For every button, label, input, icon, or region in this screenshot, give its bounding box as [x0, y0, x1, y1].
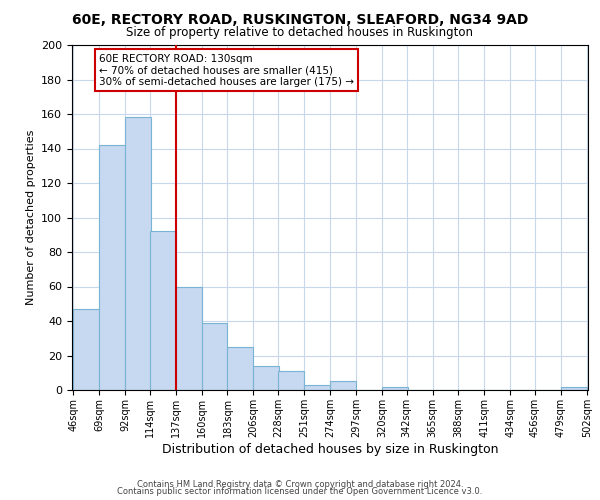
- Bar: [382, 386, 408, 390]
- Bar: [150, 232, 176, 390]
- Bar: [176, 286, 202, 390]
- Bar: [561, 386, 587, 390]
- Bar: [73, 309, 99, 390]
- Bar: [99, 145, 125, 390]
- Bar: [330, 382, 356, 390]
- Bar: [125, 118, 151, 390]
- Bar: [304, 385, 330, 390]
- Y-axis label: Number of detached properties: Number of detached properties: [26, 130, 35, 305]
- Bar: [278, 371, 304, 390]
- Text: 60E RECTORY ROAD: 130sqm
← 70% of detached houses are smaller (415)
30% of semi-: 60E RECTORY ROAD: 130sqm ← 70% of detach…: [99, 54, 354, 87]
- Text: Size of property relative to detached houses in Ruskington: Size of property relative to detached ho…: [127, 26, 473, 39]
- Text: Contains HM Land Registry data © Crown copyright and database right 2024.: Contains HM Land Registry data © Crown c…: [137, 480, 463, 489]
- Bar: [253, 366, 280, 390]
- Bar: [227, 347, 253, 390]
- Text: 60E, RECTORY ROAD, RUSKINGTON, SLEAFORD, NG34 9AD: 60E, RECTORY ROAD, RUSKINGTON, SLEAFORD,…: [72, 12, 528, 26]
- X-axis label: Distribution of detached houses by size in Ruskington: Distribution of detached houses by size …: [162, 442, 498, 456]
- Text: Contains public sector information licensed under the Open Government Licence v3: Contains public sector information licen…: [118, 487, 482, 496]
- Bar: [202, 322, 227, 390]
